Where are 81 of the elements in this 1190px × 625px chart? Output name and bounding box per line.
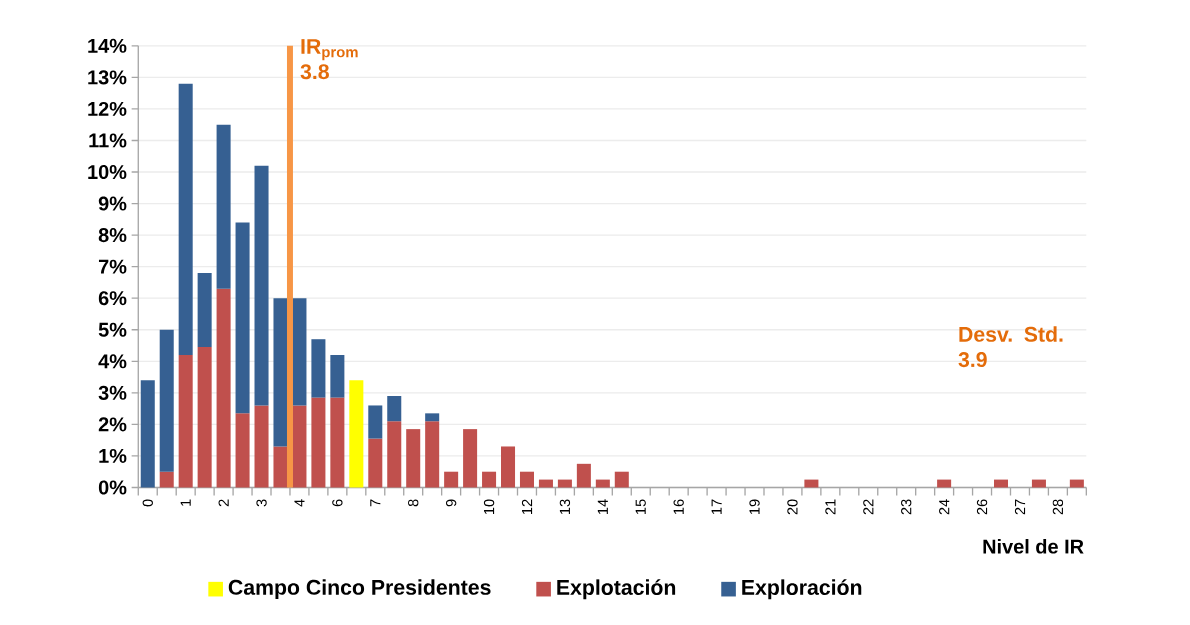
bar bbox=[235, 413, 250, 488]
bar bbox=[387, 395, 402, 422]
x-tick-label: 6 bbox=[332, 499, 343, 507]
x-tick-label: 2 bbox=[218, 499, 229, 507]
bar bbox=[235, 222, 250, 414]
bar bbox=[273, 446, 288, 488]
annotation: IR$_{prom}$ 3.8 bbox=[300, 39, 358, 80]
bar bbox=[254, 165, 269, 406]
bar bbox=[519, 471, 534, 488]
y-tick-label: 7% bbox=[98, 259, 127, 274]
bar bbox=[311, 397, 326, 488]
y-tick-label: 14% bbox=[88, 38, 127, 53]
bar bbox=[216, 288, 231, 488]
legend-label: Campo Cinco Presidentes bbox=[228, 579, 491, 600]
bar bbox=[197, 272, 212, 348]
x-tick-label: 22 bbox=[863, 499, 874, 515]
legend-label: Explotación bbox=[557, 579, 676, 600]
x-tick-label: 4 bbox=[294, 499, 305, 507]
x-tick-label: 27 bbox=[1014, 499, 1026, 515]
x-tick-label: 1 bbox=[180, 499, 191, 506]
y-tick-label: 3% bbox=[98, 385, 127, 400]
x-tick-label: 21 bbox=[825, 499, 836, 515]
y-tick-label: 9% bbox=[98, 196, 127, 211]
bar bbox=[387, 421, 402, 488]
y-tick-label: 11% bbox=[89, 133, 127, 148]
y-tick-label: 6% bbox=[98, 291, 127, 306]
y-tick-label: 8% bbox=[98, 228, 127, 243]
y-tick-label: 13% bbox=[88, 70, 127, 85]
bar bbox=[311, 339, 326, 398]
bar bbox=[368, 438, 383, 488]
x-tick-label: 12 bbox=[521, 499, 533, 514]
bar bbox=[463, 429, 478, 488]
bar bbox=[159, 329, 174, 472]
bar bbox=[159, 471, 174, 488]
bar bbox=[254, 405, 269, 488]
y-tick-label: 2% bbox=[98, 417, 127, 432]
x-tick-label: 23 bbox=[901, 499, 912, 515]
bar bbox=[425, 413, 440, 422]
x-tick-label: 26 bbox=[976, 499, 988, 515]
x-tick-label: 17 bbox=[711, 499, 722, 514]
x-tick-label: 7 bbox=[370, 499, 381, 507]
y-tick-label: 4% bbox=[98, 354, 127, 369]
bar bbox=[482, 471, 497, 488]
x-tick-label: 15 bbox=[635, 499, 646, 514]
x-tick-label: 0 bbox=[142, 499, 153, 507]
x-tick-label: 20 bbox=[787, 499, 798, 515]
bar bbox=[292, 405, 307, 488]
bar bbox=[178, 354, 193, 488]
x-tick-label: 14 bbox=[597, 499, 608, 514]
bar bbox=[197, 347, 212, 488]
bar bbox=[406, 429, 421, 488]
x-tick-label: 19 bbox=[749, 499, 760, 514]
y-tick-label: 5% bbox=[98, 322, 127, 337]
x-tick-label: 28 bbox=[1052, 499, 1064, 515]
y-tick-label: 10% bbox=[88, 164, 127, 180]
bar bbox=[501, 446, 516, 488]
bar bbox=[368, 405, 383, 439]
y-tick-label: 12% bbox=[88, 101, 127, 116]
bar bbox=[330, 354, 345, 398]
legend-label: Exploración bbox=[742, 579, 862, 600]
bar bbox=[140, 380, 155, 488]
x-tick-label: 9 bbox=[445, 499, 457, 507]
bar bbox=[425, 421, 440, 488]
bar bbox=[576, 463, 591, 488]
bar bbox=[178, 83, 193, 355]
x-tick-label: 13 bbox=[559, 499, 571, 514]
bar bbox=[330, 397, 345, 488]
y-tick-label: 0% bbox=[98, 480, 127, 495]
bar bbox=[292, 298, 307, 406]
x-tick-label: 3 bbox=[256, 499, 267, 507]
x-tick-label: 16 bbox=[673, 499, 684, 514]
bar bbox=[216, 124, 231, 289]
bar bbox=[444, 471, 459, 488]
x-axis-title: Nivel de IR bbox=[983, 538, 1084, 554]
y-tick-label: 1% bbox=[99, 448, 127, 463]
x-tick-label: 24 bbox=[939, 499, 950, 515]
bar bbox=[349, 380, 364, 488]
x-tick-label: 10 bbox=[483, 499, 495, 514]
bar bbox=[614, 471, 629, 488]
x-tick-label: 8 bbox=[408, 499, 419, 507]
annotation: Desv. Std. 3.9 bbox=[958, 326, 1063, 368]
